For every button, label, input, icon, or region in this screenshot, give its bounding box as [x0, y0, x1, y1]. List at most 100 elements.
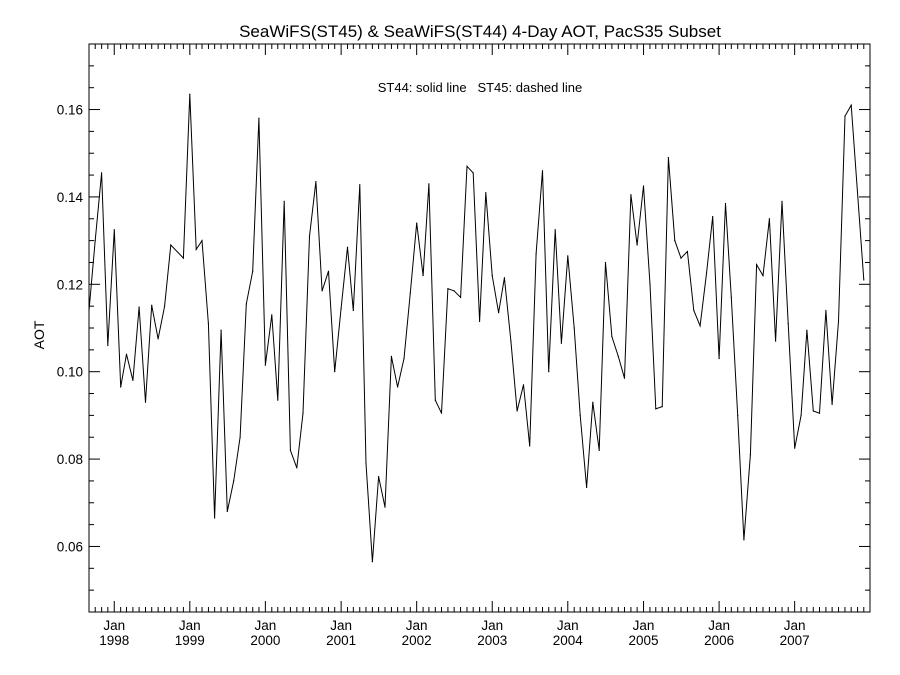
data-point	[440, 412, 443, 414]
data-point	[113, 229, 115, 231]
data-point	[447, 288, 449, 290]
data-point	[516, 410, 518, 412]
data-point	[655, 408, 657, 410]
data-point	[762, 274, 764, 277]
x-tick-label-month: Jan	[633, 618, 655, 633]
data-point	[125, 353, 128, 355]
x-tick-label-year: 2002	[402, 633, 432, 648]
data-point	[479, 320, 481, 323]
data-point	[428, 183, 430, 185]
data-point	[377, 475, 380, 478]
data-point	[220, 329, 222, 331]
data-point	[837, 320, 840, 323]
y-tick-label: 0.14	[57, 190, 84, 205]
data-point	[693, 309, 695, 312]
x-tick-label-month: Jan	[254, 618, 276, 633]
x-tick-label-year: 1999	[175, 633, 205, 648]
data-point	[812, 410, 814, 412]
data-point	[233, 480, 235, 482]
data-point	[674, 240, 676, 242]
x-tick-label-year: 1998	[99, 633, 129, 648]
data-point	[498, 312, 500, 314]
data-point	[315, 181, 317, 183]
data-point	[346, 246, 349, 248]
x-tick-label-month: Jan	[481, 618, 503, 633]
data-point	[264, 364, 266, 366]
chart-title: SeaWiFS(ST45) & SeaWiFS(ST44) 4-Day AOT,…	[239, 22, 721, 41]
data-point	[207, 323, 210, 325]
data-point	[661, 406, 663, 408]
data-point	[541, 170, 544, 172]
x-tick-label-month: Jan	[557, 618, 579, 633]
data-point	[397, 386, 399, 388]
x-tick-label-year: 2000	[250, 633, 280, 648]
data-point	[88, 309, 90, 312]
data-point	[352, 309, 354, 312]
data-point	[271, 314, 273, 316]
y-tick-labels: 0.06 0.08 0.10 0.12 0.14 0.16	[57, 103, 84, 555]
data-point	[107, 344, 109, 347]
data-point	[554, 229, 556, 231]
data-point	[743, 539, 745, 541]
data-point	[503, 277, 506, 279]
data-point	[434, 399, 436, 401]
data-point	[491, 274, 493, 277]
data-point	[636, 244, 638, 246]
x-tick-label-month: Jan	[784, 618, 806, 633]
data-point	[863, 279, 865, 281]
data-point	[245, 303, 247, 305]
x-tick-label-year: 2004	[553, 633, 584, 648]
data-point	[737, 414, 739, 416]
data-point	[611, 336, 613, 338]
x-tick-labels: Jan1998Jan1999Jan2000Jan2001Jan2002Jan20…	[99, 618, 809, 648]
x-tick-label-month: Jan	[406, 618, 428, 633]
data-point	[630, 194, 632, 196]
data-point	[138, 306, 140, 308]
data-point	[359, 184, 361, 186]
data-point	[794, 447, 796, 449]
data-point	[529, 445, 531, 447]
data-point	[340, 307, 342, 309]
data-point	[680, 257, 682, 259]
data-point	[573, 327, 575, 329]
data-point	[775, 340, 777, 342]
data-point	[308, 235, 311, 237]
data-point	[289, 449, 292, 451]
data-point	[384, 506, 386, 508]
data-point	[485, 191, 487, 194]
data-point	[579, 414, 581, 416]
data-point	[201, 240, 203, 242]
data-point	[283, 200, 285, 202]
data-point	[120, 386, 122, 388]
x-tick-label-year: 2005	[629, 633, 659, 648]
data-point	[800, 414, 802, 416]
data-point	[712, 215, 714, 218]
x-tick-label-year: 2003	[477, 633, 507, 648]
data-point	[101, 172, 103, 174]
data-point	[409, 292, 411, 294]
data-point	[592, 401, 594, 403]
plot-frame	[88, 43, 871, 613]
series-line-st44	[88, 94, 865, 562]
data-point	[422, 274, 424, 277]
data-point	[151, 304, 153, 306]
y-axis-label: AOT	[31, 320, 47, 349]
data-point	[472, 172, 474, 174]
data-point	[724, 202, 727, 205]
data-point	[327, 270, 330, 272]
x-tick-label-month: Jan	[179, 618, 201, 633]
x-tick-label-month: Jan	[103, 618, 125, 633]
data-point	[466, 165, 468, 167]
data-point	[825, 309, 827, 312]
data-point	[258, 117, 260, 119]
data-point	[718, 357, 720, 360]
data-point	[686, 250, 689, 253]
data-point	[403, 357, 405, 360]
x-tick-label-year: 2006	[704, 633, 734, 648]
data-point	[226, 510, 228, 513]
data-point	[239, 436, 241, 438]
data-point	[416, 222, 418, 224]
x-tick-label-year: 2007	[780, 633, 810, 648]
data-point	[705, 272, 708, 274]
y-tick-label: 0.06	[57, 539, 83, 554]
